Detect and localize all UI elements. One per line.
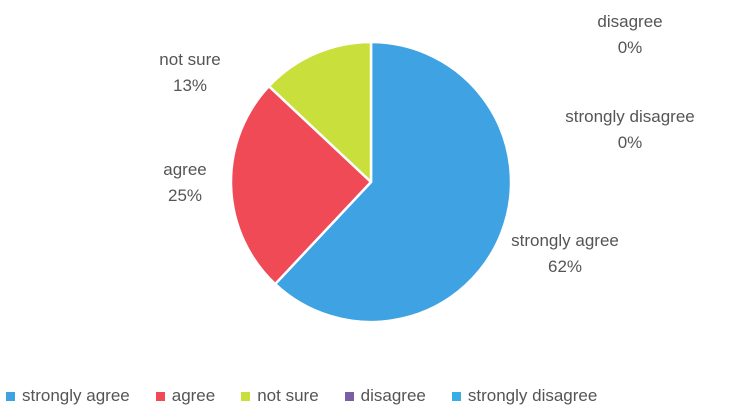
data-label-value: 0% [617,38,643,57]
data-label-strongly-disagree: strongly disagree 0% [535,104,725,156]
data-label-category: strongly disagree [565,107,695,126]
data-label-category: strongly agree [511,231,619,250]
data-label-agree: agree 25% [130,157,240,209]
data-label-category: disagree [597,12,663,31]
data-label-category: agree [163,160,207,179]
legend-swatch [451,391,461,401]
legend-swatch [155,391,165,401]
legend-item-not-sure: not sure [241,386,336,406]
data-label-category: not sure [159,50,221,69]
legend-label: not sure [257,386,319,405]
legend-label: strongly agree [22,386,130,405]
legend-swatch [6,391,15,401]
data-label-value: 25% [167,186,203,205]
legend-swatch [241,391,251,401]
legend-swatch [344,391,354,401]
legend-item-strongly-agree: strongly agree [6,386,148,406]
data-label-strongly-agree: strongly agree 62% [495,228,635,280]
legend-label: disagree [360,386,426,405]
legend-label: strongly disagree [467,386,598,405]
legend-item-agree: agree [155,386,233,406]
pie-slices [229,40,513,324]
pie-slice-agree [229,84,373,286]
data-label-not-sure: not sure 13% [130,47,250,99]
legend-label: agree [171,386,216,405]
pie-slice-strongly-agree [273,40,513,324]
legend-item-strongly-disagree: strongly disagree [451,386,615,406]
legend: strongly agree agree not sure disagree stron… [0,384,737,408]
data-label-value: 62% [547,257,583,276]
pie-slice-not-sure [267,40,373,184]
data-label-value: 0% [617,133,643,152]
data-label-value: 13% [172,76,208,95]
legend-item-disagree: disagree [344,386,444,406]
data-label-disagree: disagree 0% [570,9,690,61]
